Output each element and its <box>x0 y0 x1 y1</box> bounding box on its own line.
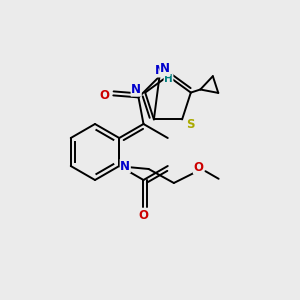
Text: N: N <box>120 160 130 172</box>
Text: N: N <box>131 83 141 96</box>
Text: O: O <box>194 161 203 174</box>
Text: N: N <box>160 62 170 76</box>
Text: O: O <box>139 209 148 222</box>
Text: N: N <box>154 64 164 77</box>
Text: O: O <box>99 89 109 102</box>
Text: S: S <box>186 118 194 131</box>
Text: H: H <box>164 74 173 84</box>
